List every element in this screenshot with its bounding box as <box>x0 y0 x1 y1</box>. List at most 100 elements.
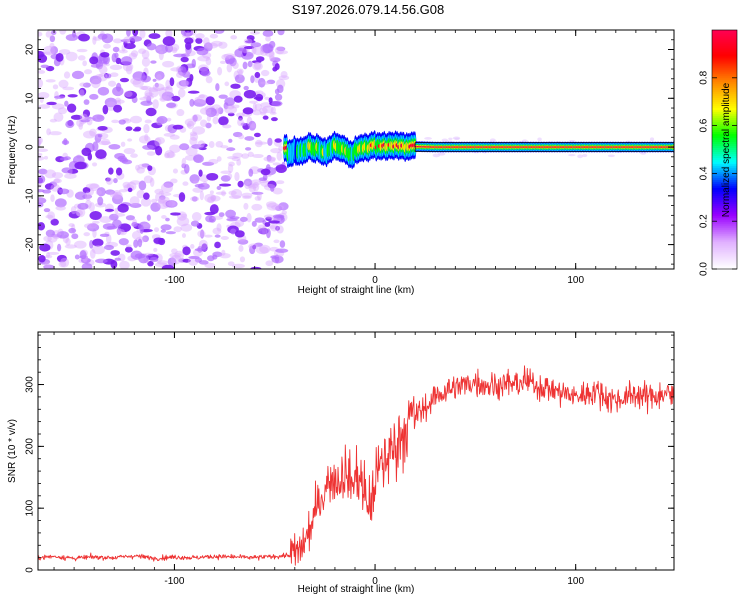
noise-blob <box>184 30 192 34</box>
noise-blob <box>112 213 126 217</box>
noise-blob <box>104 189 116 195</box>
noise-blob <box>198 260 209 265</box>
noise-blob <box>251 191 264 195</box>
noise-blob <box>214 234 221 238</box>
colorbar-swatch <box>712 197 737 200</box>
noise-blob <box>230 35 238 40</box>
noise-blob <box>155 46 162 51</box>
noise-blob <box>211 40 223 47</box>
noise-blob <box>269 55 275 62</box>
noise-blob <box>92 245 105 255</box>
colorbar-swatch <box>712 155 737 158</box>
noise-blob <box>65 120 75 129</box>
noise-blob <box>267 157 276 164</box>
noise-blob <box>114 52 119 58</box>
noise-blob <box>113 192 119 196</box>
noise-blob <box>274 138 282 143</box>
noise-blob <box>236 159 242 166</box>
colorbar-swatch <box>712 133 737 137</box>
noise-blob <box>129 35 143 42</box>
noise-blob <box>205 96 215 106</box>
noise-blob <box>165 30 173 37</box>
x-tick-label: 100 <box>567 576 584 587</box>
noise-blob <box>537 137 542 142</box>
colorbar-tick-label: 0.2 <box>699 214 710 228</box>
colorbar-swatch <box>712 61 737 65</box>
noise-blob <box>135 164 141 171</box>
noise-blob <box>68 227 77 234</box>
noise-blob <box>198 94 205 99</box>
noise-blob <box>120 39 133 43</box>
colorbar-swatch <box>712 117 737 121</box>
noise-blob <box>209 33 219 39</box>
colorbar-swatch <box>712 63 737 67</box>
noise-blob <box>432 153 441 158</box>
spectrogram-frame <box>37 29 675 270</box>
x-tick-label: 100 <box>567 275 584 286</box>
noise-blob <box>95 258 108 264</box>
noise-blob <box>67 166 73 175</box>
noise-blob <box>82 130 96 139</box>
noise-blob <box>150 198 158 204</box>
colorbar-swatch <box>712 109 737 113</box>
noise-blob <box>222 124 232 129</box>
noise-blob <box>200 229 205 239</box>
noise-blob <box>52 84 59 90</box>
noise-blob <box>220 170 232 175</box>
noise-blob <box>182 181 189 186</box>
colorbar-swatch <box>712 265 737 268</box>
noise-blob <box>268 40 276 49</box>
noise-blob <box>43 155 49 160</box>
noise-blob <box>51 103 65 110</box>
noise-blob <box>118 238 129 246</box>
noise-blob <box>100 51 110 58</box>
colorbar-swatch <box>712 249 737 252</box>
noise-blob <box>58 260 67 268</box>
noise-blob <box>109 213 119 221</box>
noise-blob <box>76 207 86 218</box>
x-tick-label: -100 <box>164 576 184 587</box>
noise-blob <box>251 220 257 227</box>
noise-blob <box>110 260 118 269</box>
noise-blob <box>243 85 249 91</box>
noise-blob <box>104 97 118 108</box>
noise-blob <box>170 254 182 265</box>
noise-blob <box>250 75 255 84</box>
colorbar-swatch <box>712 105 737 109</box>
noise-blob <box>92 114 105 122</box>
noise-blob <box>247 60 253 68</box>
noise-blob <box>189 73 194 82</box>
colorbar-swatch <box>712 229 737 232</box>
noise-blob <box>231 156 241 162</box>
noise-blob <box>89 128 97 137</box>
noise-blob <box>265 36 271 42</box>
noise-blob <box>166 151 176 158</box>
noise-blob <box>220 235 229 240</box>
y-tick-label: 300 <box>25 376 36 393</box>
y-tick-label: 200 <box>25 438 36 455</box>
noise-blob <box>105 73 112 79</box>
noise-blob <box>96 73 104 78</box>
colorbar-swatch <box>712 131 737 135</box>
noise-blob <box>136 166 145 174</box>
noise-blob <box>248 120 257 131</box>
noise-blob <box>156 116 168 124</box>
noise-blob <box>238 47 244 52</box>
noise-blob <box>178 88 186 98</box>
noise-blob <box>217 107 224 115</box>
noise-blob <box>158 50 164 61</box>
noise-blob <box>104 208 115 212</box>
noise-blob <box>38 152 43 157</box>
colorbar-swatch <box>712 215 737 218</box>
noise-blob <box>221 54 231 61</box>
noise-blob <box>230 228 237 235</box>
colorbar-swatch <box>712 193 737 196</box>
noise-blob <box>258 77 266 88</box>
noise-blob <box>160 224 172 231</box>
noise-blob <box>54 198 67 208</box>
noise-blob <box>134 126 142 131</box>
noise-blob <box>227 173 233 180</box>
noise-blob <box>241 192 253 198</box>
noise-blob <box>206 42 219 49</box>
